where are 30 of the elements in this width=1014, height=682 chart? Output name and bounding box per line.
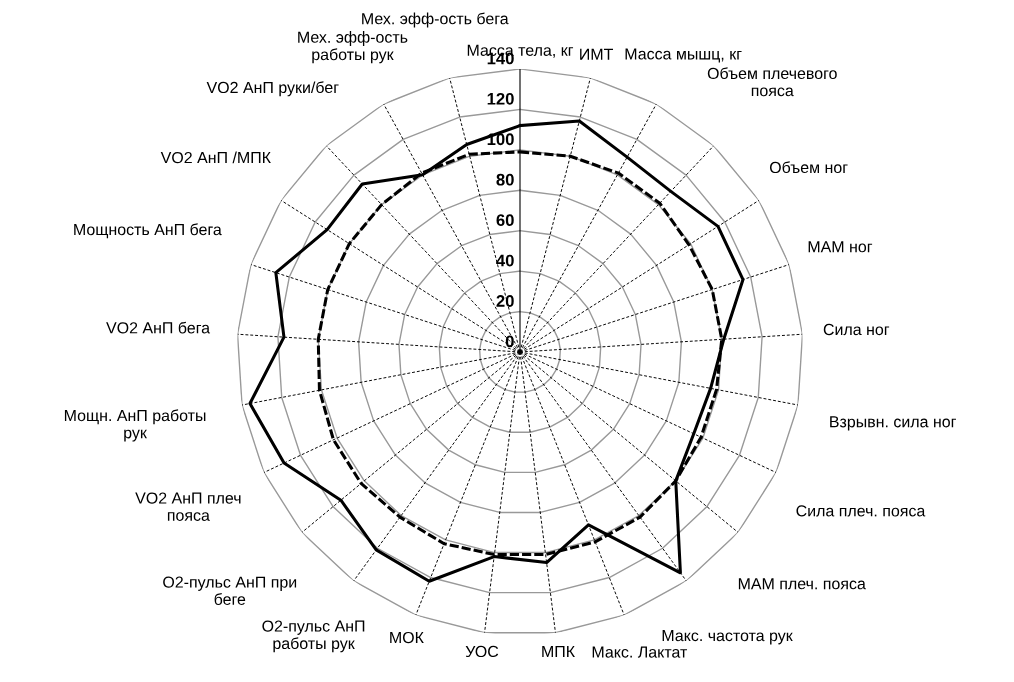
spoke-label: О2-пульс АнП при беге [163, 576, 297, 605]
spoke-label: Мех. эфф-ость работы рук [298, 31, 408, 64]
spoke-label: Макс. Лактат [592, 646, 688, 658]
spoke-label: Мощность АнП бега [74, 223, 222, 239]
spoke-label: Сила ног [823, 323, 890, 336]
spoke-label: VO2 АнП плеч пояса [135, 492, 241, 521]
y-tick-label: 120 [487, 92, 514, 105]
spoke-label: Объем ног [769, 161, 848, 174]
y-tick-label: 40 [496, 254, 514, 267]
spoke-label: Масса мышц, кг [625, 48, 742, 63]
spoke-label: VO2 АнП руки/бег [206, 81, 339, 97]
spoke-label: Объем плечевого пояса [707, 67, 837, 97]
spoke-label: VO2 АнП бега [106, 321, 211, 334]
y-tick-label: 60 [496, 214, 514, 227]
spoke-label: Макс. частота рук [662, 630, 793, 645]
spoke-label: МАМ плеч. пояса [738, 578, 866, 590]
spoke-label: VO2 АнП /МПК [160, 151, 271, 164]
spoke-label: МАМ ног [808, 241, 873, 253]
spoke-label: МПК [542, 646, 575, 657]
spoke-label: Мех. эфф-ость бега [362, 12, 509, 28]
y-tick-label: 20 [496, 295, 514, 307]
spoke-label: ИМТ [580, 48, 614, 60]
spoke-label: Взрывн. сила ног [830, 416, 956, 431]
y-tick-label: 0 [505, 335, 514, 348]
spoke-label: О2-пульс АнП работы рук [262, 620, 365, 653]
spoke-label: УОС [465, 645, 499, 658]
spoke-label: Сила плеч. пояса [796, 505, 926, 517]
spoke-label: МОК [390, 631, 424, 644]
y-tick-label: 80 [496, 173, 514, 186]
spoke-label: Мощн. АнП работы рук [64, 409, 206, 442]
